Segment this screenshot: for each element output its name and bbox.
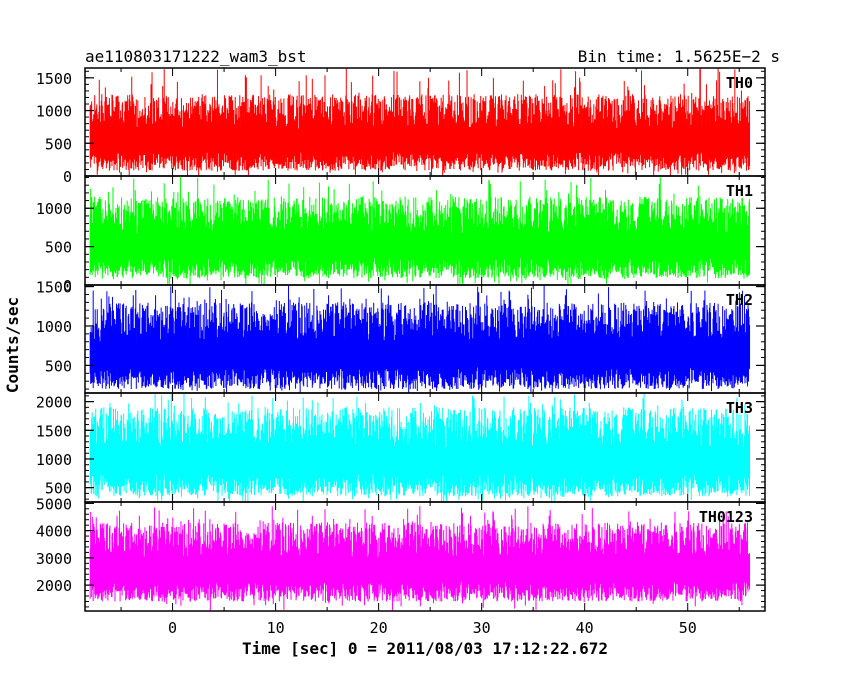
y-tick-label: 1000: [36, 318, 72, 336]
panel-label: TH0123: [699, 508, 753, 526]
panel-label: TH2: [726, 291, 753, 309]
x-tick-label: 20: [370, 619, 388, 637]
x-tick-label: 30: [473, 619, 491, 637]
bin-time-label: Bin time: 1.5625E−2 s: [578, 47, 780, 66]
panel-th3: 500 1000 1500 2000 TH3: [36, 392, 766, 503]
y-tick-label: 500: [45, 357, 72, 375]
panel-th1: 0 500 1000 TH1: [36, 175, 766, 295]
series-th0: [89, 68, 751, 176]
panel-th0: 0 500 1000 1500 TH0: [36, 67, 766, 186]
y-tick-label: 2000: [36, 577, 72, 595]
y-tick-label: 0: [63, 168, 72, 186]
x-tick-label: 50: [679, 619, 697, 637]
chart-title: ae110803171222_wam3_bst: [85, 47, 307, 66]
y-tick-label: 2000: [36, 394, 72, 412]
y-tick-label: 500: [45, 239, 72, 257]
panels: 0 500 1000 1500 TH0 0 500 1000 TH1 500 1000 1500 TH2…: [36, 67, 766, 612]
series-th1: [89, 176, 751, 285]
x-axis-label: Time [sec] 0 = 2011/08/03 17:12:22.672: [242, 639, 608, 658]
series-th3: [89, 393, 751, 502]
y-tick-label: 500: [45, 480, 72, 498]
x-axis: 0 10 20 30 40 50: [168, 619, 697, 637]
y-tick-label: 1500: [36, 279, 72, 297]
x-tick-label: 10: [267, 619, 285, 637]
y-tick-label: 0: [63, 277, 72, 295]
y-tick-label: 500: [45, 135, 72, 153]
x-tick-label: 0: [168, 619, 177, 637]
panel-label: TH3: [726, 399, 753, 417]
panel-label: TH0: [726, 74, 753, 92]
series-th2: [89, 285, 751, 393]
y-tick-label: 1000: [36, 451, 72, 469]
panel-th2: 500 1000 1500 TH2: [36, 279, 766, 394]
series-th0123: [89, 506, 751, 611]
panel-frame: [84, 501, 766, 612]
y-tick-label: 3000: [36, 550, 72, 568]
y-tick-label: 4000: [36, 523, 72, 541]
y-tick-label: 1000: [36, 200, 72, 218]
panel-th0123: 2000 3000 4000 5000 TH0123: [36, 495, 766, 612]
y-tick-label: 1000: [36, 103, 72, 121]
y-tick-label: 5000: [36, 495, 72, 513]
y-axis-label: Counts/sec: [3, 297, 22, 393]
y-tick-label: 1500: [36, 422, 72, 440]
y-tick-label: 1500: [36, 70, 72, 88]
x-tick-label: 40: [576, 619, 594, 637]
panel-label: TH1: [726, 182, 753, 200]
